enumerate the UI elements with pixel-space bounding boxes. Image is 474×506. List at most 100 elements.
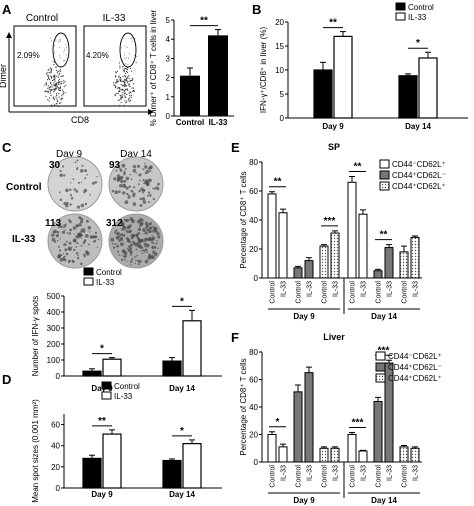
well-spot (155, 229, 158, 233)
x-subgroup-label: Control (270, 465, 277, 488)
flow-event-dot (44, 91, 46, 93)
flow-event-dot (126, 76, 128, 79)
flow-event-dot (53, 64, 55, 66)
flow-event-dot (116, 81, 118, 83)
flow-event-dot (127, 105, 129, 107)
well-spot (152, 242, 155, 245)
flow-event-dot (47, 72, 49, 74)
x-subgroup-label: IL-33 (281, 281, 288, 297)
well-spot (130, 234, 134, 238)
flow-event-dot (51, 80, 54, 82)
well-spot (74, 161, 77, 164)
flow-event-dot (54, 75, 56, 77)
y-tick-label: 20 (249, 431, 258, 440)
well-spot (57, 245, 60, 248)
legend-label: CD44⁺CD62L⁻ (392, 171, 446, 180)
well-spot (75, 246, 78, 248)
well-spot (152, 187, 154, 190)
flow-event-dot (129, 100, 131, 102)
x-tick-label: Day 9 (91, 490, 113, 499)
flow-event-dot (47, 85, 49, 87)
flow-event-dot (124, 81, 126, 83)
well-spot (63, 243, 67, 247)
flow-event-dot (53, 77, 55, 79)
flow-event-dot (62, 89, 64, 91)
well-spot (144, 248, 147, 251)
well-spot (58, 255, 60, 258)
flow-event-dot (45, 72, 48, 75)
well-spot (83, 188, 88, 193)
flow-event-dot (131, 94, 133, 96)
well-spot (59, 249, 62, 252)
x-tick-label: Day 9 (322, 122, 344, 131)
flow-y-arrowhead (6, 32, 12, 38)
flow-event-dot (57, 41, 59, 43)
well-spot (83, 240, 86, 243)
flow-event-dot (53, 88, 55, 90)
flow-event-dot (64, 49, 66, 51)
well-spot (136, 241, 140, 245)
flow-event-dot (121, 66, 124, 68)
flow-event-dot (124, 83, 126, 85)
well-spot (61, 230, 66, 234)
flow-event-dot (136, 56, 138, 57)
flow-event-dot (48, 77, 50, 79)
flow-event-dot (124, 54, 126, 56)
well-spot (129, 243, 133, 247)
well-spot (80, 230, 83, 233)
x-subgroup-label: Control (350, 281, 357, 304)
bar (373, 401, 383, 463)
well-spot (154, 227, 158, 231)
x-subgroup-label: Control (402, 465, 409, 488)
flow-event-dot (54, 78, 56, 80)
significance-label: ** (200, 16, 208, 27)
flow-event-dot (55, 87, 58, 89)
flow-event-dot (123, 84, 125, 86)
y-tick-label: 60 (249, 187, 258, 196)
flow-event-dot (125, 102, 127, 104)
flow-event-dot (50, 76, 53, 78)
bar-control (162, 360, 182, 377)
bar-il33 (102, 358, 122, 377)
flow-event-dot (135, 61, 137, 63)
well-spot (119, 184, 123, 188)
y-tick-label: 80 (249, 158, 258, 167)
significance-label: * (416, 38, 420, 49)
bar (208, 35, 228, 116)
x-subgroup-label: IL-33 (333, 281, 340, 297)
well-spot (129, 173, 132, 176)
well-spot (123, 179, 127, 183)
flow-event-dot (131, 87, 133, 89)
flow-event-dot (122, 59, 124, 61)
flow-event-dot (127, 89, 129, 91)
flow-event-dot (59, 39, 61, 41)
significance-label: ** (354, 162, 362, 173)
well-spot (154, 246, 157, 249)
flow-event-dot (125, 85, 127, 87)
well-spot (65, 244, 67, 246)
flow-event-dot (56, 98, 58, 100)
well-spot (151, 255, 155, 259)
flow-event-dot (132, 79, 134, 81)
flow-event-dot (48, 72, 50, 74)
flow-event-dot (50, 83, 52, 85)
flow-event-dot (48, 79, 51, 81)
flow-event-dot (128, 83, 130, 85)
flow-event-dot (124, 58, 126, 60)
well-spot (142, 228, 146, 232)
flow-event-dot (119, 94, 121, 97)
well-spot (130, 189, 134, 193)
y-tick-label: 15 (275, 42, 284, 51)
flow-event-dot (59, 41, 61, 43)
well-spot (94, 235, 98, 239)
well-spot (151, 238, 155, 241)
well-spot (156, 187, 160, 191)
well-spot (137, 227, 141, 232)
flow-event-dot (48, 97, 51, 99)
y-tick-label: 0 (166, 112, 171, 121)
flow-event-dot (113, 84, 115, 86)
flow-event-dot (51, 104, 53, 106)
flow-event-dot (55, 66, 57, 68)
flow-event-dot (129, 67, 132, 69)
